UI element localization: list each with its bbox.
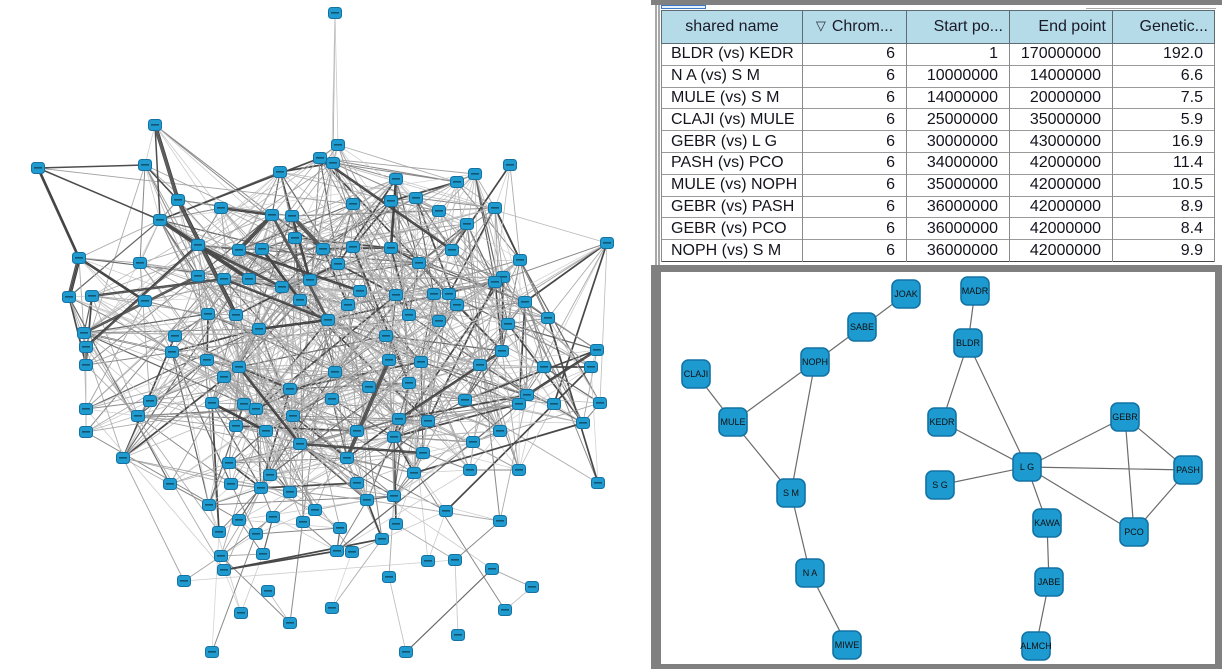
svg-text:JOAK: JOAK <box>894 289 918 299</box>
svg-text:PASH: PASH <box>1176 465 1200 475</box>
svg-text:MADR: MADR <box>962 286 989 296</box>
svg-text:S M: S M <box>783 488 799 498</box>
svg-text:MULE: MULE <box>720 417 745 427</box>
svg-text:N A: N A <box>803 568 818 578</box>
svg-text:GEBR: GEBR <box>1112 412 1138 422</box>
svg-text:CLAJI: CLAJI <box>684 369 709 379</box>
svg-text:MIWE: MIWE <box>835 640 860 650</box>
svg-text:JABE: JABE <box>1038 577 1061 587</box>
svg-text:KAWA: KAWA <box>1034 518 1060 528</box>
svg-text:L G: L G <box>1020 462 1034 472</box>
svg-text:SABE: SABE <box>850 322 874 332</box>
svg-text:BLDR: BLDR <box>956 338 981 348</box>
svg-text:S G: S G <box>932 480 948 490</box>
svg-text:PCO: PCO <box>1124 527 1144 537</box>
svg-text:NOPH: NOPH <box>802 357 828 367</box>
svg-text:ALMCH: ALMCH <box>1020 641 1052 651</box>
svg-text:KEDR: KEDR <box>929 417 955 427</box>
